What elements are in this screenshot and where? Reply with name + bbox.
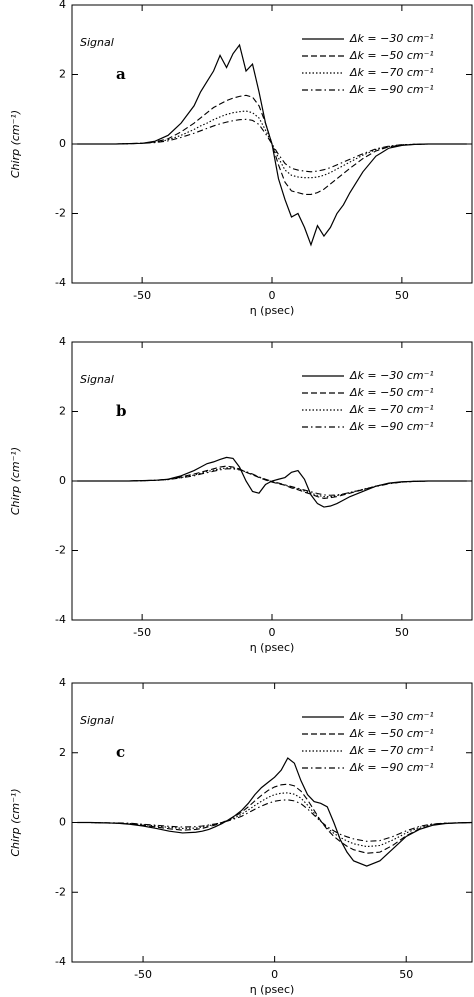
y-tick-label: -2 <box>55 544 66 557</box>
x-axis-label: η (psec) <box>250 304 295 317</box>
series-line <box>77 757 473 867</box>
series-line <box>77 118 467 173</box>
annotation: Signal <box>80 373 114 386</box>
x-tick-label: 0 <box>269 289 276 302</box>
series-line <box>77 110 467 179</box>
y-tick-label: 0 <box>59 816 66 829</box>
legend-label: Δk = −30 cm⁻¹ <box>349 369 434 382</box>
panel: -4 -2 0 2 4 -50 0 50 η (psec) Chirp (cm⁻¹) Signal c… <box>9 676 473 996</box>
legend-label: Δk = −70 cm⁻¹ <box>349 744 434 757</box>
panel: -4 -2 0 2 4 -50 0 50 η (psec) Chirp (cm⁻¹) Signal a… <box>9 0 473 317</box>
x-tick-label: 50 <box>399 968 413 981</box>
legend-label: Δk = −30 cm⁻¹ <box>349 710 434 723</box>
y-tick-label: 2 <box>59 405 66 418</box>
panel: -4 -2 0 2 4 -50 0 50 η (psec) Chirp (cm⁻¹) Signal b… <box>9 335 473 654</box>
legend-label: Δk = −50 cm⁻¹ <box>349 727 434 740</box>
y-axis-label: Chirp (cm⁻¹) <box>9 447 22 515</box>
x-tick-label: 50 <box>395 289 409 302</box>
series-line <box>77 799 473 842</box>
y-axis-label: Chirp (cm⁻¹) <box>9 110 22 178</box>
y-tick-label: 0 <box>59 474 66 487</box>
legend-label: Δk = −30 cm⁻¹ <box>349 32 434 45</box>
legend-label: Δk = −90 cm⁻¹ <box>349 761 434 774</box>
legend-label: Δk = −70 cm⁻¹ <box>349 66 434 79</box>
x-tick-label: -50 <box>134 968 152 981</box>
x-axis-label: η (psec) <box>250 641 295 654</box>
series-line <box>77 783 473 854</box>
y-tick-label: -4 <box>55 276 66 289</box>
y-tick-label: 4 <box>59 676 66 689</box>
x-tick-label: -50 <box>133 626 151 639</box>
y-tick-label: 0 <box>59 137 66 150</box>
legend-label: Δk = −50 cm⁻¹ <box>349 49 434 62</box>
y-tick-label: 4 <box>59 0 66 11</box>
y-tick-label: 2 <box>59 68 66 81</box>
series-line <box>77 792 473 848</box>
legend-label: Δk = −90 cm⁻¹ <box>349 420 434 433</box>
plot-frame <box>71 682 473 963</box>
legend-label: Δk = −90 cm⁻¹ <box>349 83 434 96</box>
y-tick-label: -4 <box>55 955 66 968</box>
x-tick-label: -50 <box>133 289 151 302</box>
y-axis-label: Chirp (cm⁻¹) <box>9 788 22 856</box>
annotation: Signal <box>80 714 114 727</box>
x-tick-label: 50 <box>395 626 409 639</box>
y-tick-label: -4 <box>55 613 66 626</box>
series-line <box>77 467 467 498</box>
y-tick-label: -2 <box>55 885 66 898</box>
series-line <box>77 94 467 195</box>
panel-label: a <box>116 65 126 83</box>
panel-label: c <box>116 743 125 761</box>
y-tick-label: 2 <box>59 746 66 759</box>
legend-label: Δk = −50 cm⁻¹ <box>349 386 434 399</box>
x-axis-label: η (psec) <box>250 983 295 996</box>
y-tick-label: -2 <box>55 207 66 220</box>
y-tick-label: 4 <box>59 335 66 348</box>
legend-label: Δk = −70 cm⁻¹ <box>349 403 434 416</box>
x-tick-label: 0 <box>271 968 278 981</box>
series-line <box>77 468 467 496</box>
panel-label: b <box>116 402 127 420</box>
annotation: Signal <box>80 36 114 49</box>
x-tick-label: 0 <box>269 626 276 639</box>
series-line <box>77 465 467 499</box>
